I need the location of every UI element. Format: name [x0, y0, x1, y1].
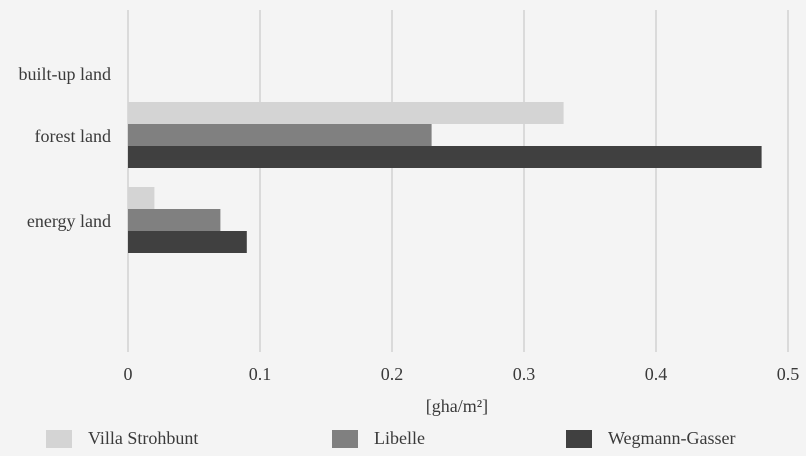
category-label: forest land [35, 126, 111, 146]
x-tick-label: 0 [124, 364, 133, 384]
legend-swatch [46, 429, 72, 448]
bar [128, 124, 432, 146]
bar [128, 146, 762, 168]
legend-item: Libelle [332, 428, 425, 449]
legend-swatch [566, 429, 592, 448]
category-label: energy land [27, 211, 111, 231]
bar [128, 209, 221, 231]
x-tick-label: 0.5 [777, 364, 800, 384]
legend-label: Villa Strohbunt [88, 428, 199, 448]
legend-item: Wegmann-Gasser [566, 428, 736, 449]
bars [128, 102, 762, 253]
legend: Villa Strohbunt Libelle Wegmann-Gasser [0, 422, 806, 456]
legend-swatch [332, 429, 358, 448]
legend-label: Libelle [374, 428, 425, 448]
gridlines [127, 10, 789, 352]
x-tick-label: 0.3 [513, 364, 536, 384]
category-labels: built-up land forest land energy land [19, 64, 112, 231]
x-tick-label: 0.4 [645, 364, 668, 384]
legend-label: Wegmann-Gasser [608, 428, 736, 448]
x-tick-label: 0.2 [381, 364, 404, 384]
x-tick-label: 0.1 [249, 364, 272, 384]
bar [128, 187, 155, 209]
category-label: built-up land [19, 64, 112, 84]
bar [128, 102, 564, 124]
x-axis-label: [gha/m²] [426, 396, 488, 416]
bar [128, 231, 247, 253]
x-tick-labels: 0 0.1 0.2 0.3 0.4 0.5 [124, 364, 800, 384]
legend-item: Villa Strohbunt [46, 428, 198, 449]
